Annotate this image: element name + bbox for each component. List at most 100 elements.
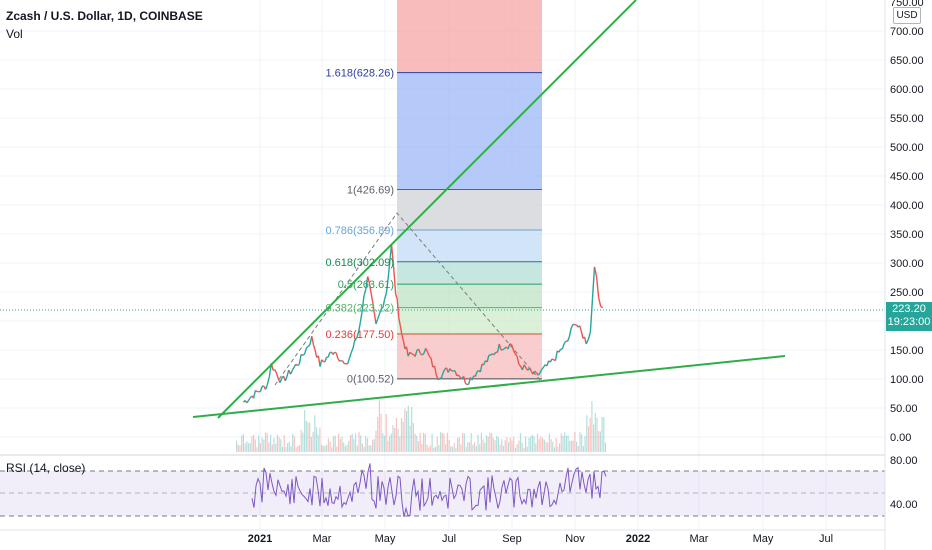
price-segment [510,344,515,351]
rsi-pane[interactable] [0,454,885,518]
upper-trendline[interactable] [217,0,637,419]
volume-bar [406,410,408,452]
price-segment [514,353,518,357]
volume-legend[interactable]: Vol [6,27,23,41]
fib-zone-05 [397,285,542,308]
current-price-value: 223.20 [892,303,926,315]
price-segment [502,347,505,351]
volume-bar [344,445,346,452]
volume-bar [339,438,341,452]
volume-bar [387,440,389,452]
volume-bar [283,435,285,452]
volume-bar [321,444,323,452]
volume-bar [545,442,547,452]
price-segment [486,355,490,363]
volume-bar [261,437,263,452]
volume-bar [591,401,593,452]
price-segment [396,299,400,318]
fibonacci-extension[interactable] [397,0,542,380]
currency-button[interactable]: USD [893,7,921,24]
volume-bar [509,437,511,452]
price-segment [398,317,402,326]
price-series [242,244,604,404]
volume-bar [548,433,550,452]
volume-bar [336,446,338,452]
volume-bar [506,437,508,452]
price-segment [418,348,422,354]
volume-bar [502,445,505,452]
price-tick-label: 700.00 [890,26,924,38]
volume-bar [424,433,426,452]
price-segment [568,327,572,337]
price-segment [363,289,367,297]
price-segment [541,366,544,371]
volume-bar [348,440,350,452]
price-segment [377,313,381,320]
price-segment [462,376,467,384]
volume-bar [538,438,540,452]
volume-bar [302,432,304,452]
time-tick-label: Nov [565,533,585,545]
volume-bar [470,432,472,452]
volume-bar [531,434,533,452]
volume-bar [341,436,343,452]
volume-bar [560,433,562,452]
price-segment [479,364,483,373]
volume-bar [584,435,586,452]
price-segment [252,390,257,399]
price-segment [311,336,315,345]
time-tick-label: Mar [313,533,332,545]
price-segment [368,282,372,293]
volume-bar [499,444,501,452]
price-segment [570,323,574,329]
price-axis[interactable]: 700.00 650.00 600.00 550.00 500.00 450.00 400.… [890,0,924,444]
volume-bar [288,441,290,452]
volume-bar [356,445,358,452]
volume-bar [268,442,270,452]
volume-bar [460,444,462,452]
rsi-legend[interactable]: RSI (14, close) [6,461,86,475]
volume-bar [416,435,418,452]
volume-bar [382,433,384,452]
price-segment [414,350,418,357]
volume-bar [247,443,250,452]
volume-bar [270,434,272,452]
volume-bar [496,436,498,452]
price-segment [375,318,379,325]
volume-bar [513,436,515,452]
price-segment [476,369,480,373]
price-segment [361,295,365,312]
volume-bar [514,447,516,452]
trendlines[interactable] [192,0,786,419]
volume-bar [280,439,282,452]
volume-bar [433,447,435,452]
price-segment [321,359,324,362]
volume-bar [326,445,328,452]
volume-bar [457,438,459,452]
volume-bar [462,433,464,452]
lower-trendline[interactable] [192,355,786,418]
time-axis[interactable]: 2021 Mar May Jul Sep Nov 2022 Mar May Jul [248,533,833,545]
volume-bar [596,417,598,452]
price-segment [401,334,405,342]
volume-bar [397,428,399,452]
volume-bar [375,430,377,452]
volume-bar [521,442,523,452]
price-segment [600,305,604,309]
volume-bar [601,416,603,452]
price-segment [563,340,567,345]
price-segment [591,266,596,300]
price-segment [350,347,354,353]
volume-bar [504,440,506,452]
fib-zone-0618 [397,263,542,285]
volume-bar [472,444,474,452]
volume-bar [567,435,569,452]
current-price-badge: 223.20 19:23:00 [886,302,932,331]
chart-title[interactable]: Zcash / U.S. Dollar, 1D, COINBASE [6,9,203,23]
volume-bar [489,432,491,452]
price-segment [580,331,584,339]
price-segment [491,353,495,356]
price-segment [275,373,279,379]
volume-bar [300,429,302,452]
